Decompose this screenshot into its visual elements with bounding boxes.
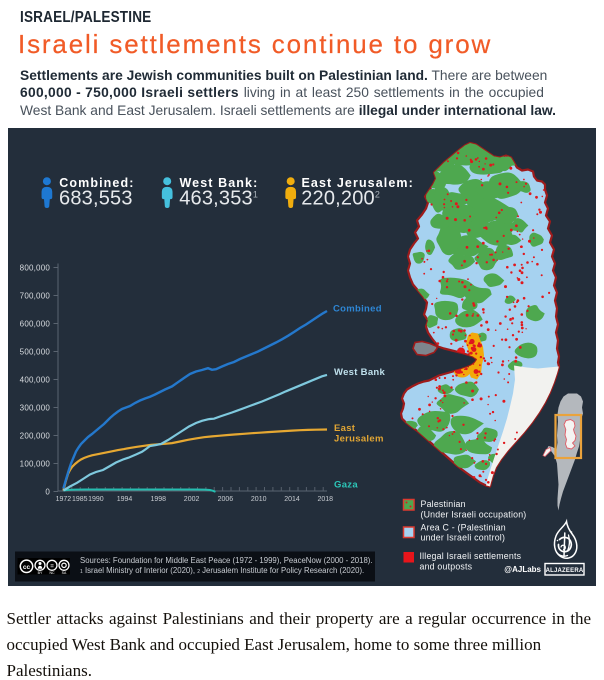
svg-text:SA: SA	[62, 571, 67, 575]
svg-text:Gaza: Gaza	[334, 480, 358, 491]
svg-text:1 Israel Ministry of Interior: 1 Israel Ministry of Interior (2020), 2 …	[80, 566, 364, 575]
svg-text:200,000: 200,000	[20, 431, 51, 440]
svg-text:under Israeli control): under Israeli control)	[421, 533, 506, 543]
svg-text:and outposts: and outposts	[420, 562, 473, 572]
svg-text:2002: 2002	[184, 496, 200, 503]
svg-text:100,000: 100,000	[20, 459, 51, 468]
svg-text:Illegal Israeli settlements: Illegal Israeli settlements	[420, 551, 522, 561]
svg-text:300,000: 300,000	[20, 403, 51, 412]
svg-text:2014: 2014	[284, 496, 300, 503]
svg-text:Jerusalem: Jerusalem	[334, 434, 384, 445]
svg-text:0: 0	[45, 487, 50, 496]
svg-text:1972: 1972	[56, 496, 72, 503]
svg-text:Combined: Combined	[333, 304, 382, 315]
svg-text:800,000: 800,000	[20, 263, 51, 272]
svg-text:1994: 1994	[117, 496, 133, 503]
svg-text:@AJLabs: @AJLabs	[504, 565, 541, 574]
svg-text:2010: 2010	[251, 496, 267, 503]
svg-text:West Bank: West Bank	[334, 367, 386, 378]
svg-text:Palestinian: Palestinian	[421, 499, 466, 509]
svg-text:East Jerusalem:: East Jerusalem:	[302, 176, 414, 190]
svg-text:2018: 2018	[318, 496, 334, 503]
svg-text:1985: 1985	[72, 496, 88, 503]
svg-text:463,3531: 463,3531	[179, 188, 258, 210]
svg-text:cc: cc	[23, 564, 31, 571]
svg-text:West Bank:: West Bank:	[180, 176, 259, 190]
svg-text:NC: NC	[49, 571, 55, 575]
svg-text:East: East	[334, 423, 356, 434]
svg-text:Combined:: Combined:	[59, 176, 134, 190]
svg-text:=: =	[50, 563, 54, 570]
svg-text:(Under Israeli occupation): (Under Israeli occupation)	[421, 510, 527, 520]
svg-text:1990: 1990	[88, 496, 104, 503]
svg-text:1998: 1998	[151, 496, 167, 503]
svg-text:600,000: 600,000	[20, 319, 51, 328]
svg-text:700,000: 700,000	[20, 291, 51, 300]
svg-text:400,000: 400,000	[20, 375, 51, 384]
svg-text:ALJAZEERA: ALJAZEERA	[546, 568, 584, 574]
svg-text:500,000: 500,000	[20, 347, 51, 356]
svg-text:2006: 2006	[218, 496, 234, 503]
svg-text:Sources: Foundation for Middle: Sources: Foundation for Middle East Peac…	[80, 556, 373, 565]
svg-text:683,553: 683,553	[59, 188, 133, 210]
svg-text:BY: BY	[38, 571, 43, 575]
svg-text:Area C - (Palestinian: Area C - (Palestinian	[421, 523, 506, 533]
svg-text:220,2002: 220,2002	[301, 188, 380, 210]
